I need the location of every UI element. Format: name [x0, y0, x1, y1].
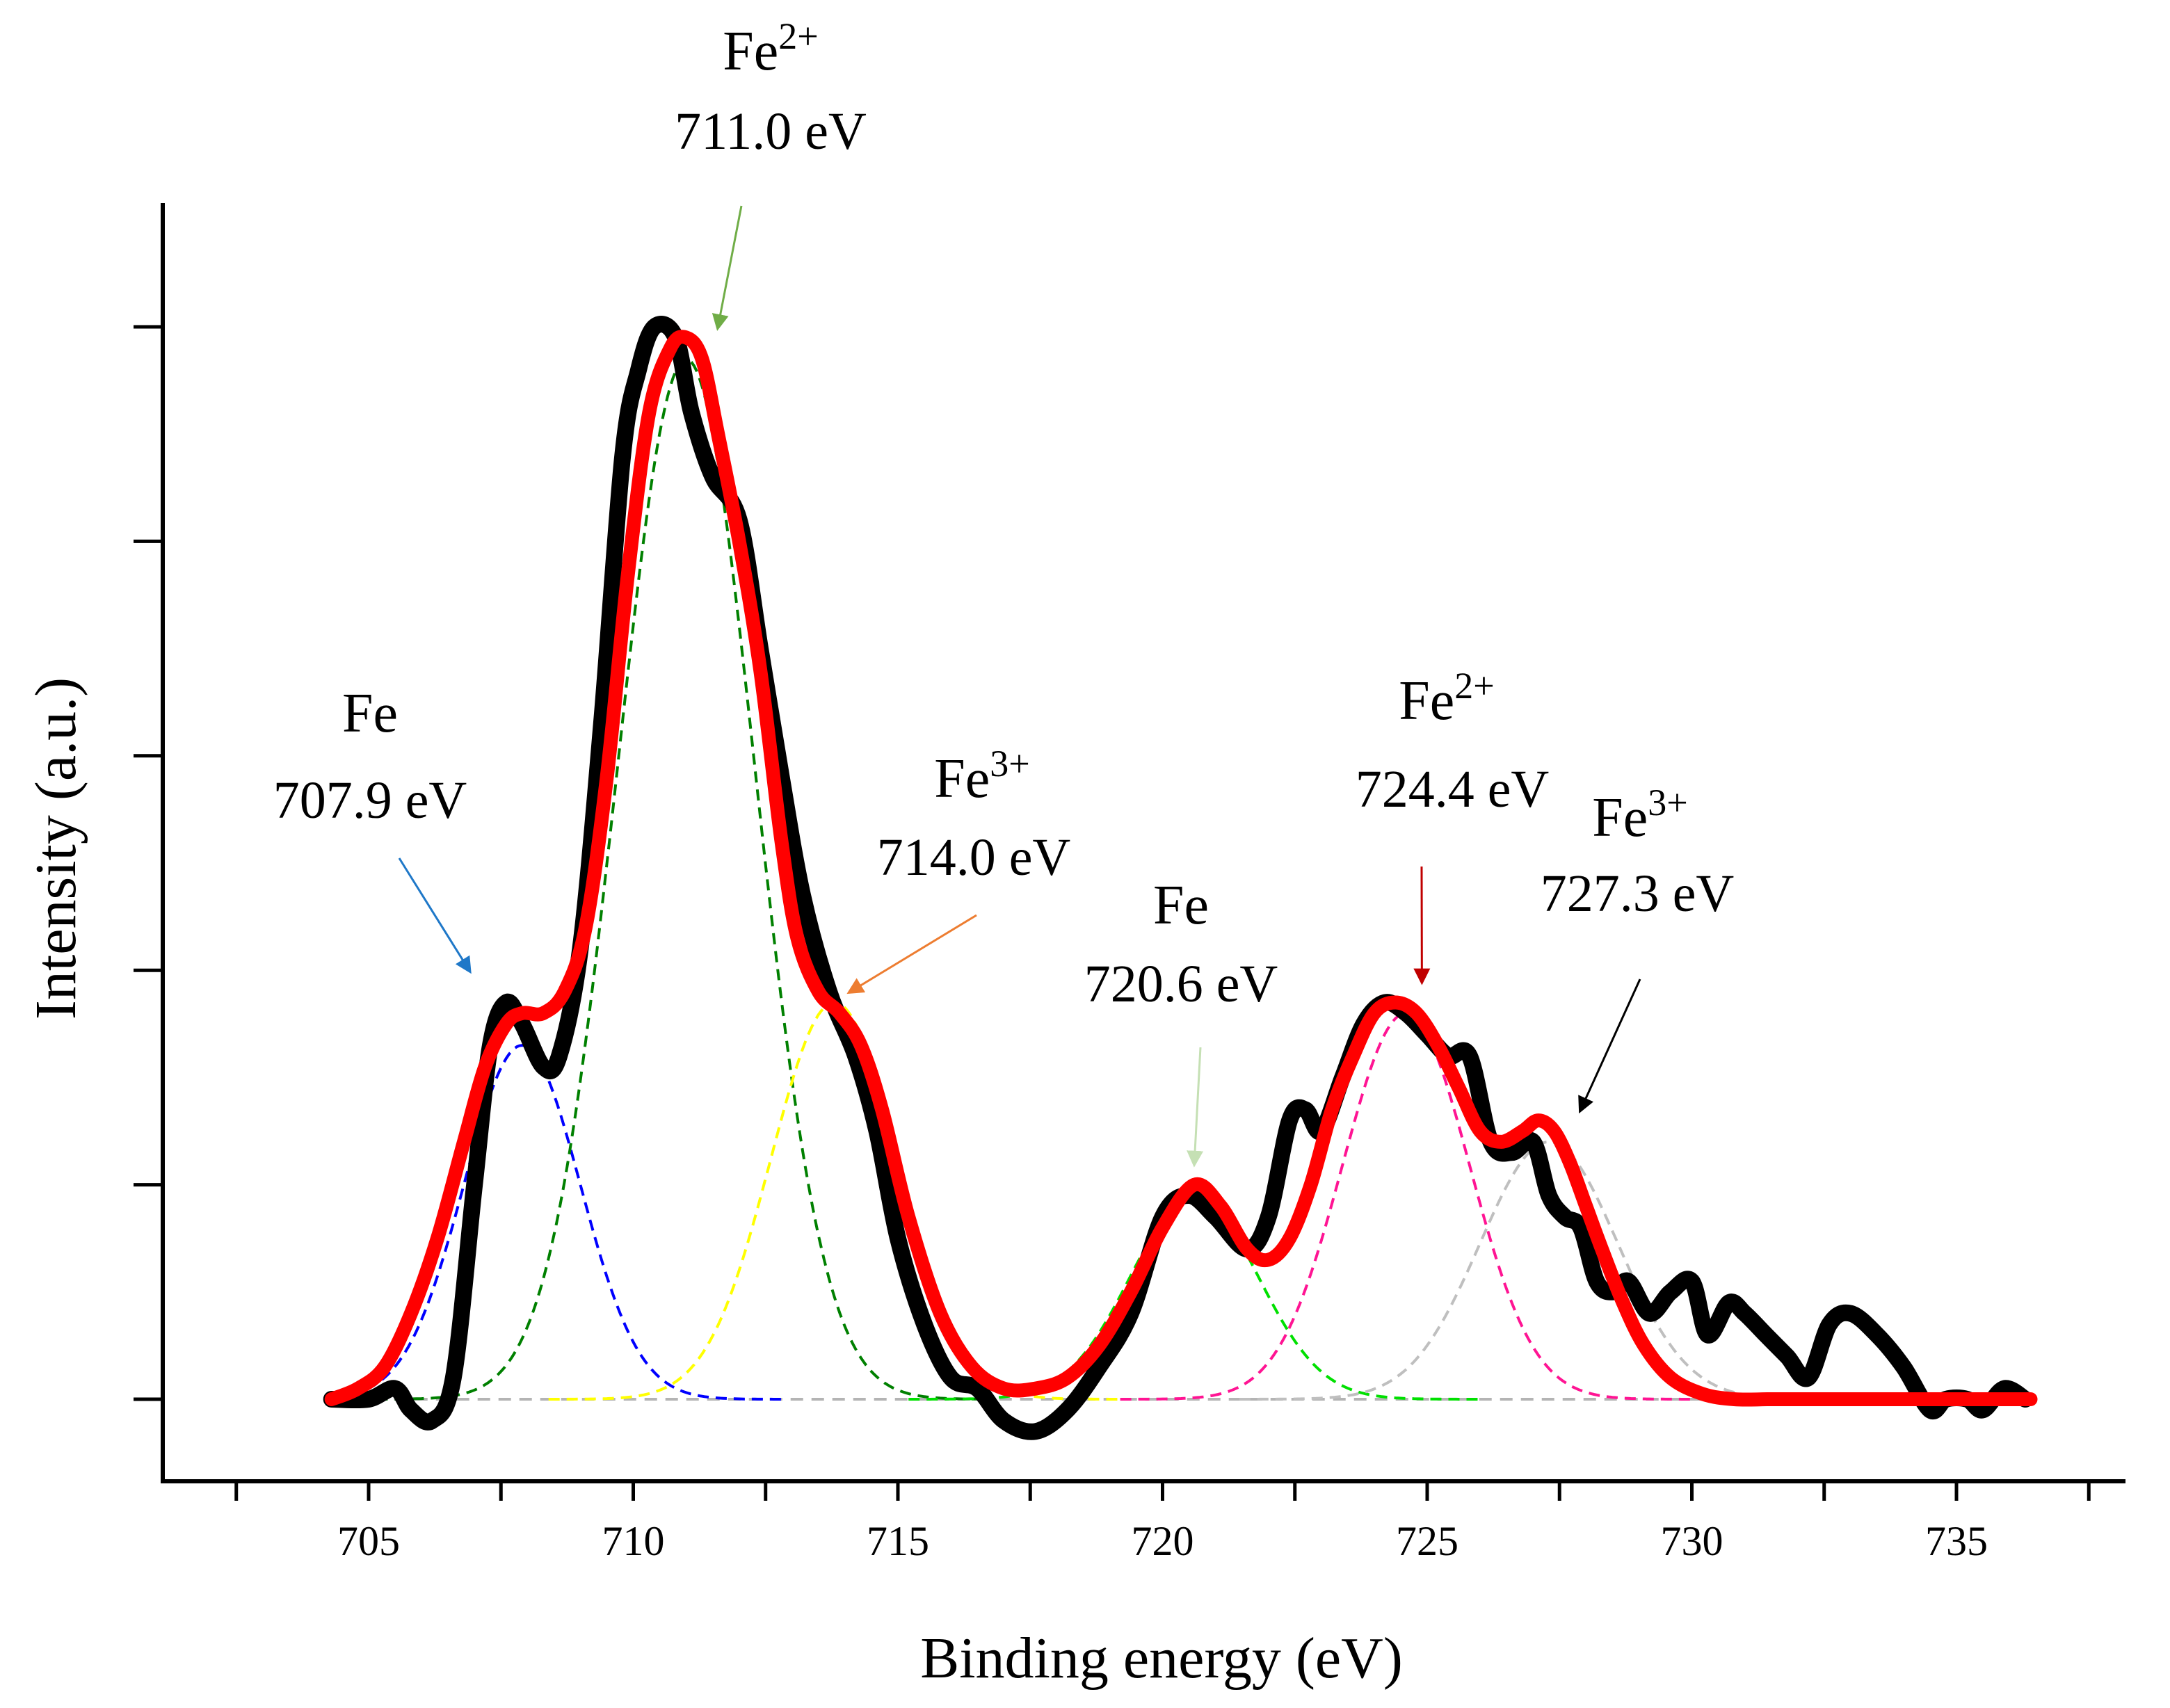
- component-peak-2: [376, 357, 996, 1401]
- peak-energy-label: 727.3 eV: [1541, 864, 1735, 923]
- peak-energy-label: 720.6 eV: [1084, 955, 1278, 1013]
- plot-area: [323, 316, 2038, 1440]
- peak-element: Fe: [1153, 875, 1209, 936]
- x-tick-label-705: 705: [337, 1518, 400, 1564]
- peak-element: Fe: [723, 21, 778, 82]
- peak-species-label: Fe3+: [1592, 782, 1687, 848]
- peak-energy-label: 714.0 eV: [877, 828, 1071, 887]
- axes: 705 710 715 720 725 730 735: [134, 203, 2125, 1564]
- y-ticks: [134, 325, 163, 1401]
- peak-energy-label: 724.4 eV: [1356, 760, 1550, 819]
- x-ticks: 705 710 715 720 725 730 735: [234, 1481, 2091, 1564]
- peak-annotation-6: Fe3+ 727.3 eV: [1541, 782, 1735, 1114]
- peak-species-label: Fe2+: [723, 15, 818, 82]
- peak-charge: 2+: [778, 15, 818, 57]
- peak-arrow: [1578, 978, 1641, 1114]
- peak-charge: 3+: [990, 743, 1029, 784]
- peak-charge: 2+: [1454, 665, 1494, 707]
- peak-species-label: Fe: [1153, 875, 1209, 936]
- x-tick-label-735: 735: [1925, 1518, 1988, 1564]
- x-tick-label-720: 720: [1132, 1518, 1194, 1564]
- component-peak-3: [548, 1001, 1120, 1401]
- peak-annotation-3: Fe3+ 714.0 eV: [846, 743, 1071, 994]
- peak-energy-label: 707.9 eV: [273, 771, 467, 830]
- peak-arrow: [712, 205, 743, 331]
- peak-element: Fe: [1399, 670, 1454, 732]
- x-tick-label-730: 730: [1661, 1518, 1723, 1564]
- peak-annotation-5: Fe2+ 724.4 eV: [1356, 665, 1550, 985]
- peak-arrow: [1187, 1047, 1204, 1168]
- y-axis-title: Intensity (a.u.): [24, 677, 88, 1020]
- x-tick-label-710: 710: [602, 1518, 665, 1564]
- x-tick-label-725: 725: [1396, 1518, 1458, 1564]
- peak-annotation-2: Fe2+ 711.0 eV: [675, 15, 867, 331]
- peak-element: Fe: [342, 683, 398, 744]
- component-peak-1: [331, 1044, 785, 1401]
- x-axis-title: Binding energy (eV): [920, 1626, 1403, 1691]
- peak-annotation-1: Fe 707.9 eV: [273, 683, 472, 974]
- fit-envelope-line: [324, 330, 2038, 1407]
- x-tick-label-715: 715: [867, 1518, 929, 1564]
- peak-species-label: Fe: [342, 683, 398, 744]
- peak-element: Fe: [934, 748, 990, 809]
- peak-energy-label: 711.0 eV: [675, 102, 867, 161]
- peak-annotation-4: Fe 720.6 eV: [1084, 875, 1278, 1168]
- peak-arrow: [846, 914, 977, 994]
- component-peak-4: [908, 1193, 1481, 1401]
- peak-arrow: [398, 857, 472, 974]
- peak-element: Fe: [1592, 787, 1648, 848]
- peak-species-label: Fe3+: [934, 743, 1029, 809]
- peak-charge: 3+: [1648, 782, 1687, 823]
- peak-species-label: Fe2+: [1399, 665, 1494, 732]
- component-peak-5: [1120, 1011, 1692, 1401]
